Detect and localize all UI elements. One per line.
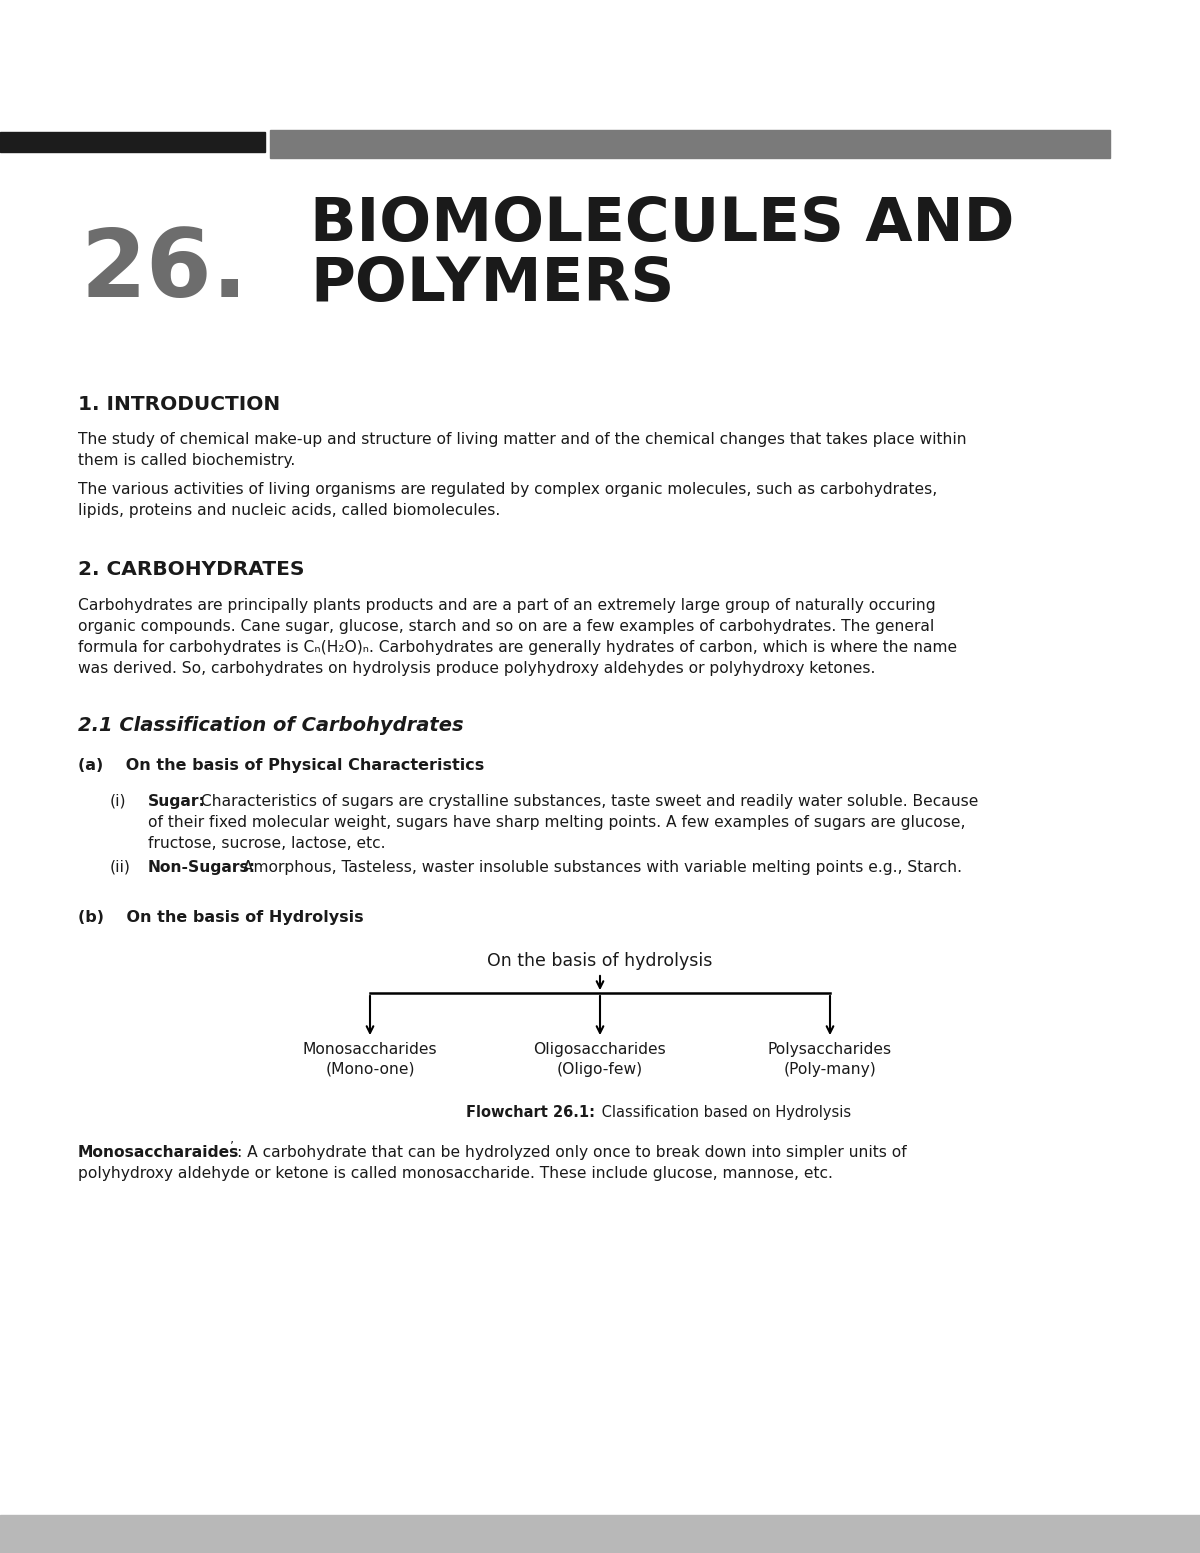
Text: Carbohydrates are principally plants products and are a part of an extremely lar: Carbohydrates are principally plants pro… xyxy=(78,598,936,613)
Text: 26.: 26. xyxy=(80,225,247,317)
Text: 2.1 Classification of Carbohydrates: 2.1 Classification of Carbohydrates xyxy=(78,716,463,735)
Text: POLYMERS: POLYMERS xyxy=(310,255,674,314)
Text: Classification based on Hydrolysis: Classification based on Hydrolysis xyxy=(598,1106,851,1120)
Text: On the basis of hydrolysis: On the basis of hydrolysis xyxy=(487,952,713,971)
Text: Oligosaccharides: Oligosaccharides xyxy=(534,1042,666,1058)
Text: them is called biochemistry.: them is called biochemistry. xyxy=(78,453,295,467)
Text: (i): (i) xyxy=(110,794,126,809)
Text: fructose, sucrose, lactose, etc.: fructose, sucrose, lactose, etc. xyxy=(148,836,385,851)
Text: of their fixed molecular weight, sugars have sharp melting points. A few example: of their fixed molecular weight, sugars … xyxy=(148,815,966,829)
Text: Polysaccharides: Polysaccharides xyxy=(768,1042,892,1058)
Text: Non-Sugars:: Non-Sugars: xyxy=(148,860,256,874)
Text: Monosaccharaides: Monosaccharaides xyxy=(78,1145,239,1160)
Text: (b)    On the basis of Hydrolysis: (b) On the basis of Hydrolysis xyxy=(78,910,364,926)
Text: was derived. So, carbohydrates on hydrolysis produce polyhydroxy aldehydes or po: was derived. So, carbohydrates on hydrol… xyxy=(78,662,875,676)
Text: lipids, proteins and nucleic acids, called biomolecules.: lipids, proteins and nucleic acids, call… xyxy=(78,503,500,519)
Text: Monosaccharides: Monosaccharides xyxy=(302,1042,437,1058)
Text: formula for carbohydrates is Cₙ(H₂O)ₙ. Carbohydrates are generally hydrates of c: formula for carbohydrates is Cₙ(H₂O)ₙ. C… xyxy=(78,640,958,655)
Text: BIOMOLECULES AND: BIOMOLECULES AND xyxy=(310,196,1014,255)
Text: (Poly-many): (Poly-many) xyxy=(784,1062,876,1076)
Text: 2. CARBOHYDRATES: 2. CARBOHYDRATES xyxy=(78,561,305,579)
Text: The various activities of living organisms are regulated by complex organic mole: The various activities of living organis… xyxy=(78,481,937,497)
Bar xyxy=(0,1516,1200,1553)
Text: Amorphous, Tasteless, waster insoluble substances with variable melting points e: Amorphous, Tasteless, waster insoluble s… xyxy=(238,860,962,874)
Text: (Oligo-few): (Oligo-few) xyxy=(557,1062,643,1076)
Text: Flowchart 26.1:: Flowchart 26.1: xyxy=(466,1106,595,1120)
Text: Sugar:: Sugar: xyxy=(148,794,205,809)
Text: Characteristics of sugars are crystalline substances, taste sweet and readily wa: Characteristics of sugars are crystallin… xyxy=(196,794,978,809)
Text: : A carbohydrate that can be hydrolyzed only once to break down into simpler uni: : A carbohydrate that can be hydrolyzed … xyxy=(238,1145,907,1160)
Text: (ii): (ii) xyxy=(110,860,131,874)
Bar xyxy=(270,130,1110,158)
Text: (a)    On the basis of Physical Characteristics: (a) On the basis of Physical Characteris… xyxy=(78,758,485,773)
Text: (Mono-one): (Mono-one) xyxy=(325,1062,415,1076)
Text: ’: ’ xyxy=(230,1138,234,1152)
Text: 1. INTRODUCTION: 1. INTRODUCTION xyxy=(78,394,281,415)
Text: polyhydroxy aldehyde or ketone is called monosaccharide. These include glucose, : polyhydroxy aldehyde or ketone is called… xyxy=(78,1166,833,1180)
Text: organic compounds. Cane sugar, glucose, starch and so on are a few examples of c: organic compounds. Cane sugar, glucose, … xyxy=(78,620,935,634)
Text: The study of chemical make-up and structure of living matter and of the chemical: The study of chemical make-up and struct… xyxy=(78,432,967,447)
Bar xyxy=(0,132,265,152)
